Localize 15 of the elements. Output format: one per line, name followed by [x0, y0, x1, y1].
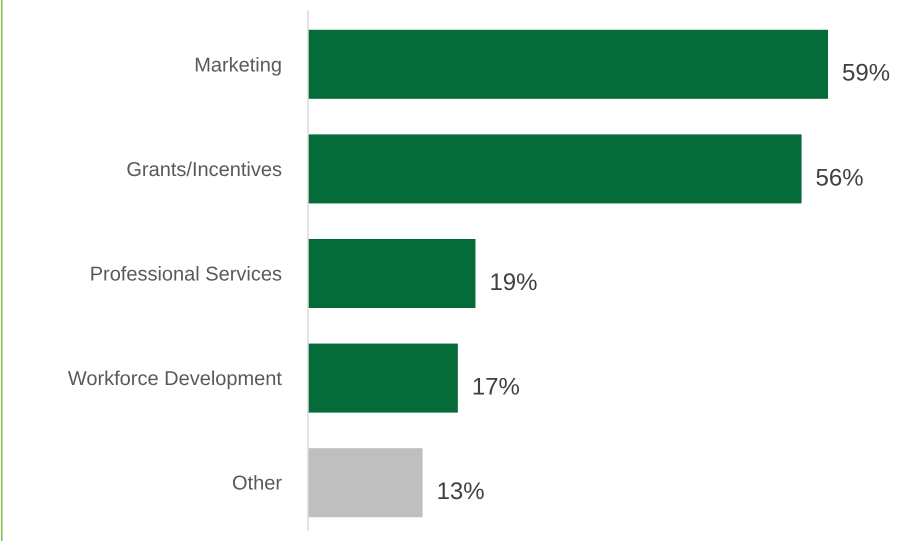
y-tick-label: Other: [232, 472, 282, 495]
data-label: 13%: [436, 478, 485, 506]
y-tick-label: Marketing: [194, 54, 282, 76]
bar: [308, 448, 423, 518]
bar: [308, 344, 458, 413]
y-tick-label: Workforce Development: [68, 368, 282, 390]
bar: [308, 134, 802, 204]
data-label: 19%: [489, 268, 538, 296]
y-tick-label: Professional Services: [90, 264, 282, 286]
bar: [308, 238, 476, 308]
data-label: 56%: [816, 164, 864, 192]
data-label: 17%: [472, 374, 520, 400]
bar: [308, 30, 828, 99]
y-tick-label: Grants/Incentives: [126, 158, 282, 181]
data-label: 59%: [842, 60, 890, 87]
